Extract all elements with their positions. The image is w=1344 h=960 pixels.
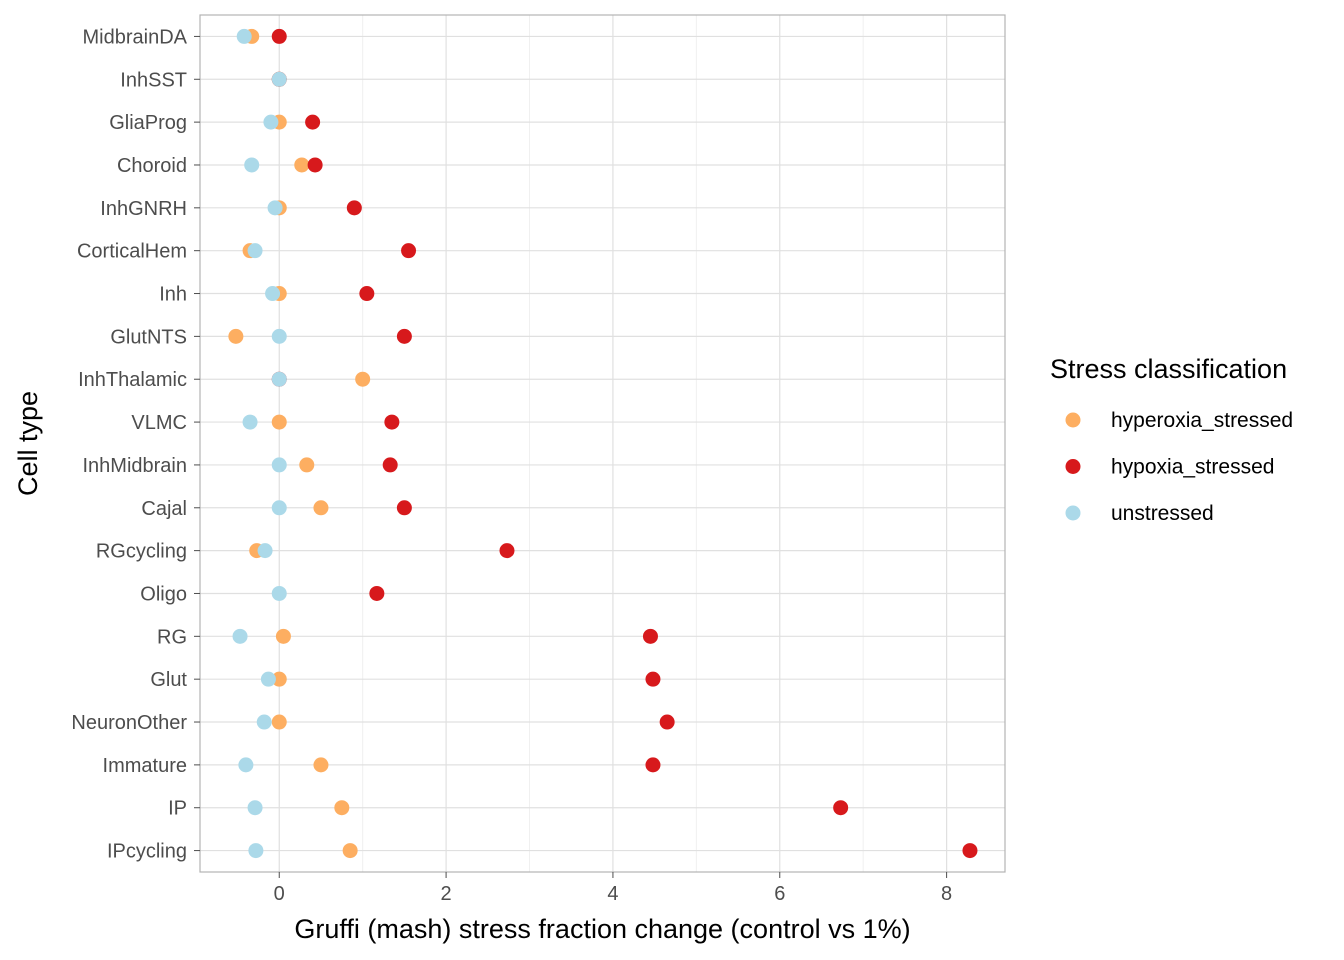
plot-panel-border xyxy=(199,14,1006,873)
point-unstressed-NeuronOther xyxy=(256,714,272,730)
point-unstressed-CorticalHem xyxy=(247,243,263,259)
point-hyperoxia_stressed-GlutNTS xyxy=(228,328,244,344)
legend-label-hypoxia_stressed: hypoxia_stressed xyxy=(1111,456,1274,479)
point-hypoxia_stressed-Cajal xyxy=(396,500,412,516)
point-hypoxia_stressed-MidbrainDA xyxy=(271,28,287,44)
point-unstressed-RGcycling xyxy=(257,543,273,559)
x-tick-label: 8 xyxy=(941,883,952,905)
y-tick-label: Oligo xyxy=(140,583,187,605)
y-tick-label: VLMC xyxy=(131,412,187,434)
point-hypoxia_stressed-NeuronOther xyxy=(659,714,675,730)
point-hyperoxia_stressed-InhThalamic xyxy=(355,371,371,387)
y-axis-title: Cell type xyxy=(13,391,43,496)
point-unstressed-IP xyxy=(247,800,263,816)
y-tick-label: Glut xyxy=(150,669,187,691)
point-unstressed-Cajal xyxy=(271,500,287,516)
y-tick-label: CorticalHem xyxy=(77,241,187,263)
x-tick-label: 2 xyxy=(441,883,452,905)
y-tick-label: Cajal xyxy=(141,498,187,520)
point-unstressed-InhGNRH xyxy=(267,200,283,216)
y-tick-label: RG xyxy=(157,626,187,648)
y-tick-label: GliaProg xyxy=(109,112,187,134)
y-tick-label: InhMidbrain xyxy=(82,455,187,477)
point-hypoxia_stressed-RG xyxy=(642,628,658,644)
legend-label-unstressed: unstressed xyxy=(1111,502,1214,525)
point-hypoxia_stressed-Inh xyxy=(359,286,375,302)
point-hyperoxia_stressed-Glut xyxy=(271,671,287,687)
point-hypoxia_stressed-InhMidbrain xyxy=(382,457,398,473)
point-hypoxia_stressed-Glut xyxy=(645,671,661,687)
point-hyperoxia_stressed-Immature xyxy=(313,757,329,773)
point-unstressed-VLMC xyxy=(242,414,258,430)
point-hypoxia_stressed-GlutNTS xyxy=(396,328,412,344)
y-tick-label: Immature xyxy=(103,755,187,777)
legend-label-hyperoxia_stressed: hyperoxia_stressed xyxy=(1111,409,1293,432)
point-unstressed-Glut xyxy=(260,671,276,687)
x-tick-label: 6 xyxy=(774,883,785,905)
point-hypoxia_stressed-Immature xyxy=(645,757,661,773)
legend-items: hyperoxia_stressed hypoxia_stressedunstre… xyxy=(1065,409,1293,525)
y-tick-label: InhThalamic xyxy=(78,369,187,391)
x-axis-title: Gruffi (mash) stress fraction change (co… xyxy=(294,914,910,944)
y-tick-label: GlutNTS xyxy=(110,326,187,348)
point-hypoxia_stressed-IPcycling xyxy=(962,843,978,859)
point-unstressed-Inh xyxy=(265,286,281,302)
legend-swatch-unstressed xyxy=(1065,505,1081,521)
point-unstressed-IPcycling xyxy=(248,843,264,859)
legend-title: Stress classification xyxy=(1050,354,1287,384)
point-hyperoxia_stressed-Cajal xyxy=(313,500,329,516)
point-hypoxia_stressed-RGcycling xyxy=(499,543,515,559)
point-unstressed-GliaProg xyxy=(263,114,279,130)
x-tick-label: 0 xyxy=(274,883,285,905)
point-unstressed-Choroid xyxy=(244,157,260,173)
points-layer xyxy=(228,28,978,859)
point-hyperoxia_stressed-VLMC xyxy=(271,414,287,430)
point-hypoxia_stressed-VLMC xyxy=(384,414,400,430)
point-hyperoxia_stressed-Choroid xyxy=(294,157,310,173)
point-unstressed-MidbrainDA xyxy=(236,28,252,44)
legend-swatch-hypoxia_stressed xyxy=(1065,459,1081,474)
x-tick-label: 4 xyxy=(607,883,618,905)
point-hyperoxia_stressed-RG xyxy=(275,628,291,644)
y-tick-label: Choroid xyxy=(117,155,187,177)
point-unstressed-InhSST xyxy=(271,71,287,87)
point-unstressed-GlutNTS xyxy=(271,328,287,344)
grid-layer xyxy=(200,15,1005,872)
y-tick-label: IPcycling xyxy=(107,841,187,863)
point-unstressed-Oligo xyxy=(271,585,287,601)
point-hypoxia_stressed-Choroid xyxy=(307,157,323,173)
point-unstressed-InhThalamic xyxy=(271,371,287,387)
point-unstressed-Immature xyxy=(238,757,254,773)
point-hyperoxia_stressed-IPcycling xyxy=(342,843,358,859)
y-tick-label: InhGNRH xyxy=(100,198,187,220)
point-unstressed-RG xyxy=(232,628,248,644)
point-hyperoxia_stressed-InhMidbrain xyxy=(299,457,315,473)
y-tick-label: InhSST xyxy=(120,69,187,91)
point-hypoxia_stressed-IP xyxy=(833,800,849,816)
legend-swatch-hyperoxia_stressed xyxy=(1065,412,1081,428)
point-hyperoxia_stressed-NeuronOther xyxy=(271,714,287,730)
point-unstressed-InhMidbrain xyxy=(271,457,287,473)
point-hypoxia_stressed-CorticalHem xyxy=(401,243,417,259)
y-tick-label: IP xyxy=(168,798,187,820)
legend: Stress classification hyperoxia_stressed… xyxy=(1050,354,1293,525)
y-tick-label: Inh xyxy=(159,284,187,306)
point-hypoxia_stressed-Oligo xyxy=(369,585,385,601)
point-hypoxia_stressed-InhGNRH xyxy=(346,200,362,216)
point-hypoxia_stressed-GliaProg xyxy=(305,114,321,130)
point-hyperoxia_stressed-IP xyxy=(334,800,350,816)
y-tick-label: NeuronOther xyxy=(71,712,187,734)
y-tick-label: MidbrainDA xyxy=(83,26,188,48)
axis-ticks-layer: 0 2 4 6 8MidbrainDAInhSSTGliaProgChoroidInhG… xyxy=(71,26,952,905)
y-tick-label: RGcycling xyxy=(96,541,187,563)
